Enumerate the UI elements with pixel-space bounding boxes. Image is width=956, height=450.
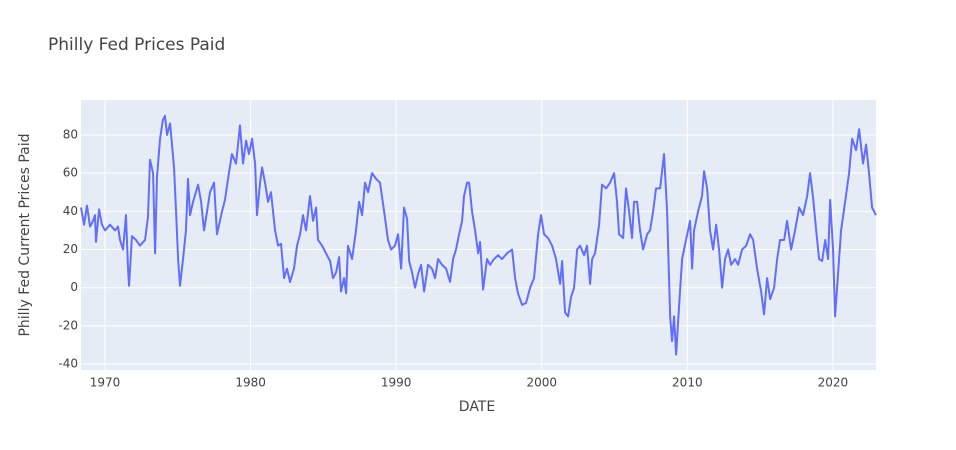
x-tick-label: 1990	[381, 376, 412, 390]
y-tick-label: 0	[70, 280, 78, 294]
y-axis-title: Philly Fed Current Prices Paid	[17, 133, 33, 336]
x-tick-label: 2020	[818, 376, 849, 390]
y-tick-label: -20	[58, 318, 78, 332]
y-tick-label: 20	[63, 242, 78, 256]
y-tick-label: -40	[58, 357, 78, 371]
line	[80, 114, 877, 356]
y-tick-label: 60	[63, 166, 78, 180]
y-tick-label: 40	[63, 204, 78, 218]
x-tick-label: 2010	[672, 376, 703, 390]
chart-title: Philly Fed Prices Paid	[48, 35, 225, 55]
x-tick-label: 2000	[526, 376, 557, 390]
x-axis-title: DATE	[459, 399, 495, 415]
x-tick-label: 1970	[90, 376, 121, 390]
y-tick-label: 80	[63, 127, 78, 141]
plot-area	[81, 100, 876, 370]
x-tick-label: 1980	[235, 376, 266, 390]
